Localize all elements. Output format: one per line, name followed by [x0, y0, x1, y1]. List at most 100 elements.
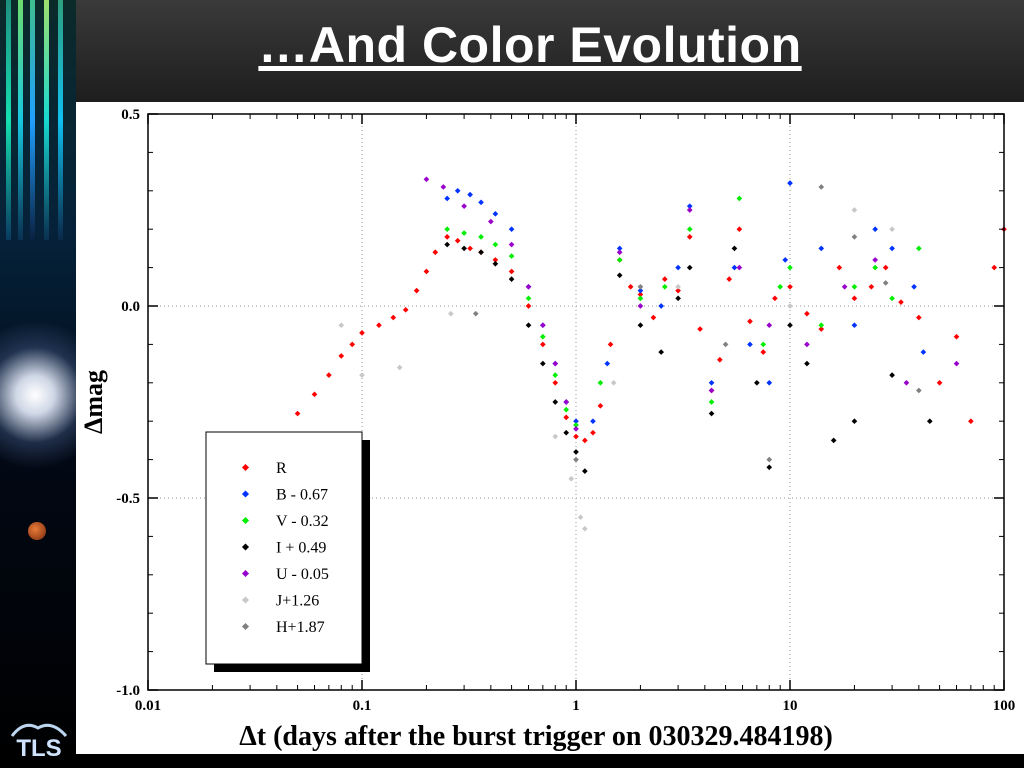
data-point-2 [661, 283, 668, 290]
data-point-5 [851, 207, 858, 213]
data-point-2 [787, 264, 793, 271]
data-point-4 [686, 207, 693, 213]
data-point-3 [754, 379, 760, 386]
planet-image [28, 522, 46, 540]
data-point-0 [804, 310, 810, 317]
data-point-2 [777, 283, 784, 290]
data-point-5 [568, 475, 575, 482]
data-point-0 [552, 379, 559, 386]
data-point-0 [697, 326, 703, 332]
data-point-0 [311, 391, 318, 398]
data-point-0 [326, 372, 332, 378]
legend-label: H+1.87 [276, 619, 325, 636]
data-point-3 [563, 429, 570, 436]
data-point-4 [563, 399, 570, 405]
data-point-1 [467, 191, 473, 198]
data-point-0 [836, 264, 843, 271]
data-point-0 [717, 356, 723, 363]
data-point-2 [508, 253, 515, 259]
data-point-6 [722, 341, 729, 348]
legend-marker [241, 596, 250, 604]
data-point-3 [525, 322, 532, 329]
data-point-6 [573, 456, 579, 463]
data-point-3 [637, 322, 644, 329]
data-point-1 [616, 245, 623, 252]
data-point-0 [492, 257, 499, 263]
data-point-3 [830, 437, 837, 444]
data-point-5 [577, 514, 584, 521]
bottom-bar [76, 754, 1024, 768]
data-point-2 [525, 295, 532, 302]
data-point-1 [637, 287, 644, 294]
data-point-0 [563, 414, 570, 421]
decorative-image-strip: TLS [0, 0, 76, 768]
data-point-1 [911, 283, 917, 290]
legend-marker [241, 569, 250, 578]
data-point-4 [637, 303, 644, 309]
data-point-0 [349, 341, 356, 348]
data-point-2 [616, 257, 623, 263]
data-point-0 [637, 291, 644, 298]
data-point-3 [675, 295, 681, 302]
data-point-0 [686, 234, 693, 240]
data-point-2 [492, 241, 499, 248]
scatter-chart: 0.01 0.1 1 10 100 0.5 0.0 -0.5 -1.0 Δmag Δt (day… [79, 107, 1015, 752]
data-point-3 [461, 245, 467, 252]
data-point-3 [540, 360, 546, 367]
data-point-1 [604, 360, 611, 367]
data-point-3 [804, 360, 810, 367]
data-point-6 [472, 310, 479, 317]
data-point-2 [916, 245, 922, 252]
data-point-2 [461, 230, 467, 236]
data-point-4 [903, 379, 910, 386]
data-point-0 [898, 299, 904, 305]
data-point-1 [747, 341, 753, 348]
data-point-0 [467, 245, 473, 252]
data-point-3 [851, 418, 858, 425]
data-point-2 [444, 226, 450, 233]
data-point-4 [488, 218, 494, 225]
data-point-3 [708, 410, 715, 417]
light-beam [6, 0, 11, 240]
data-point-0 [772, 295, 778, 302]
data-point-2 [708, 399, 715, 405]
data-point-1 [686, 203, 693, 209]
data-point-0 [991, 264, 998, 271]
data-point-1 [508, 226, 515, 233]
data-point-1 [782, 257, 789, 263]
data-point-1 [573, 418, 579, 425]
data-point-1 [766, 379, 773, 386]
data-point-0 [376, 322, 382, 329]
data-point-0 [338, 353, 345, 359]
data-point-0 [953, 333, 960, 340]
data-point-1 [708, 379, 715, 386]
data-point-0 [402, 307, 409, 313]
x-tick-label: 0.1 [353, 698, 372, 714]
data-point-2 [760, 341, 767, 348]
data-point-3 [582, 468, 588, 474]
data-point-3 [508, 276, 515, 282]
axis-ticks: 0.01 0.1 1 10 100 0.5 0.0 -0.5 -1.0 [116, 107, 1015, 714]
legend-marker [241, 516, 250, 525]
legend-label: B - 0.67 [276, 487, 328, 504]
data-point-3 [686, 264, 693, 271]
data-point-5 [787, 303, 793, 309]
data-point-5 [552, 433, 559, 440]
data-point-0 [675, 287, 681, 294]
data-point-2 [851, 283, 858, 290]
galaxy-glow [0, 320, 76, 470]
legend-label: I + 0.49 [276, 540, 326, 557]
data-point-0 [454, 237, 461, 244]
data-point-2 [597, 379, 604, 386]
data-point-1 [818, 245, 825, 252]
data-point-0 [868, 283, 875, 290]
slide-title: …And Color Evolution [258, 17, 802, 73]
data-point-1 [872, 226, 878, 233]
data-point-0 [607, 341, 614, 348]
data-point-3 [658, 349, 664, 355]
data-point-2 [736, 195, 743, 202]
data-point-0 [540, 341, 546, 348]
data-point-0 [787, 283, 793, 290]
data-point-0 [760, 349, 767, 355]
data-point-2 [563, 406, 570, 413]
